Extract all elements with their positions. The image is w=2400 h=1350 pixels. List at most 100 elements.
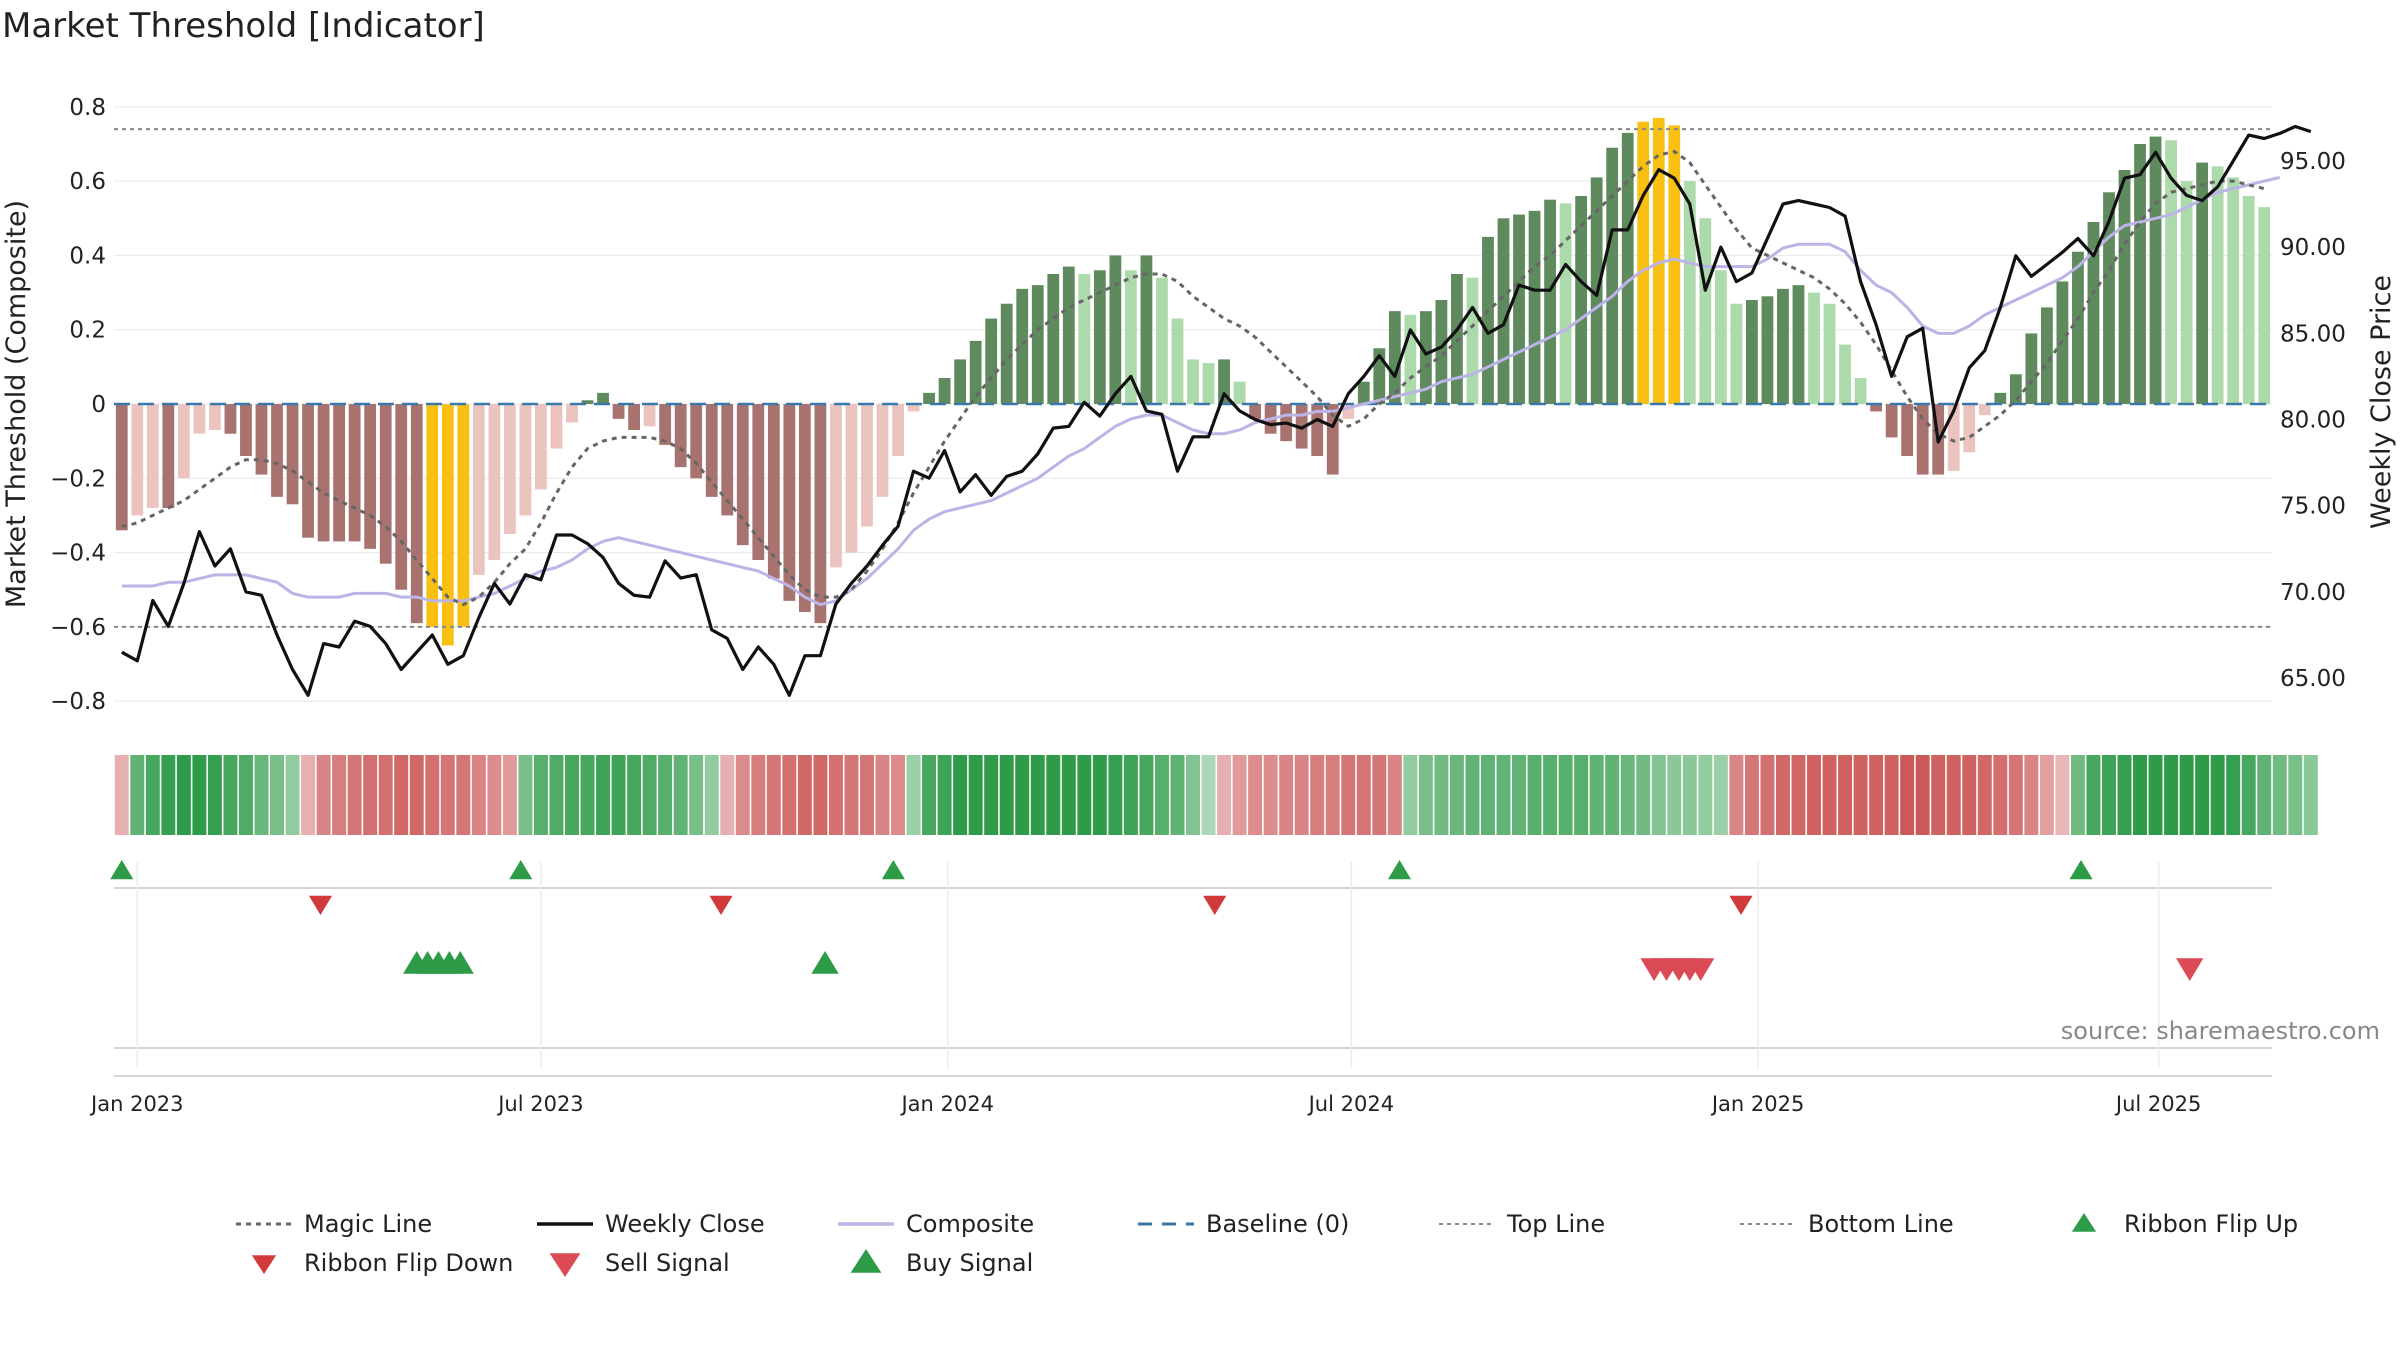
composite-bar bbox=[581, 400, 594, 404]
y2-tick-label: 90.00 bbox=[2280, 235, 2346, 261]
ribbon-cell bbox=[518, 755, 533, 835]
ribbon-cell bbox=[2195, 755, 2210, 835]
ribbon-cell bbox=[875, 755, 890, 835]
y-tick-label: 0.2 bbox=[69, 318, 106, 344]
ribbon-cell bbox=[1310, 755, 1325, 835]
ribbon-flip-up-marker bbox=[1387, 860, 1412, 880]
ribbon-cell bbox=[704, 755, 719, 835]
x-tick-label: Jan 2025 bbox=[1710, 1092, 1805, 1116]
ribbon-cell bbox=[984, 755, 999, 835]
ribbon-cell bbox=[1791, 755, 1806, 835]
ribbon-cell bbox=[1139, 755, 1154, 835]
ribbon-cell bbox=[2133, 755, 2148, 835]
composite-bar bbox=[1171, 318, 1184, 404]
composite-bar bbox=[659, 404, 672, 445]
ribbon-cell bbox=[378, 755, 393, 835]
ribbon-cell bbox=[1325, 755, 1340, 835]
ribbon-cell bbox=[735, 755, 750, 835]
ribbon-cell bbox=[782, 755, 797, 835]
sell-signal-marker bbox=[1687, 958, 1715, 981]
y-tick-label: 0.4 bbox=[69, 243, 106, 269]
ribbon-cell bbox=[859, 755, 874, 835]
legend-label: Sell Signal bbox=[605, 1249, 730, 1277]
composite-bar bbox=[317, 404, 330, 542]
y-tick-label: −0.6 bbox=[50, 615, 106, 641]
composite-bar bbox=[333, 404, 346, 542]
composite-bar bbox=[348, 404, 361, 542]
ribbon-cell bbox=[565, 755, 579, 835]
composite-bar bbox=[2040, 307, 2053, 404]
ribbon-cell bbox=[2086, 755, 2101, 835]
composite-bar bbox=[2103, 192, 2115, 404]
composite-bar bbox=[224, 404, 237, 434]
ribbon-cell bbox=[2164, 755, 2179, 835]
ribbon-flip-down-marker bbox=[1729, 895, 1753, 915]
ribbon-cell bbox=[797, 755, 812, 835]
composite-bar bbox=[767, 404, 780, 579]
composite-bar bbox=[1683, 181, 1696, 404]
ribbon-cell bbox=[2226, 755, 2241, 835]
composite-bar bbox=[2180, 181, 2193, 404]
composite-bar bbox=[1233, 381, 1246, 404]
ribbon-cell bbox=[611, 755, 626, 835]
ribbon-cell bbox=[1589, 755, 1604, 835]
ribbon-cell bbox=[766, 755, 781, 835]
ribbon-flip-down-marker bbox=[308, 895, 333, 915]
ribbon-cell bbox=[549, 755, 564, 835]
ribbon-cell bbox=[1496, 755, 1511, 835]
ribbon-cell bbox=[176, 755, 191, 835]
x-tick-label: Jul 2025 bbox=[2114, 1092, 2201, 1116]
ribbon-cell bbox=[1480, 755, 1495, 835]
ribbon-cell bbox=[1744, 755, 1759, 835]
ribbon-cell bbox=[580, 755, 595, 835]
composite-bar bbox=[954, 359, 967, 404]
composite-bar bbox=[845, 404, 858, 553]
ribbon-cell bbox=[673, 755, 688, 835]
buy-signal-marker bbox=[811, 951, 839, 974]
composite-bar bbox=[1419, 311, 1432, 404]
legend-item: Top Line bbox=[1439, 1210, 1605, 1238]
ribbon-cell bbox=[1356, 755, 1371, 835]
composite-bar bbox=[1093, 270, 1106, 404]
ribbon-cell bbox=[1046, 755, 1061, 835]
ribbon-cell bbox=[1543, 755, 1558, 835]
composite-bar bbox=[783, 404, 796, 601]
ribbon-cell bbox=[1993, 755, 2008, 835]
up-marker-swatch bbox=[2071, 1213, 2097, 1232]
ribbon-cell bbox=[2024, 755, 2039, 835]
ribbon-cell bbox=[1605, 755, 1620, 835]
composite-bar bbox=[2134, 144, 2146, 404]
x-tick-label: Jan 2023 bbox=[89, 1092, 184, 1116]
composite-bar bbox=[876, 404, 889, 497]
ribbon-cell bbox=[2241, 755, 2256, 835]
ribbon-cell bbox=[1108, 755, 1123, 835]
y2-tick-label: 95.00 bbox=[2280, 149, 2346, 175]
ribbon-cell bbox=[1620, 755, 1635, 835]
ribbon-cell bbox=[999, 755, 1014, 835]
composite-bar bbox=[379, 404, 392, 564]
y2-tick-label: 70.00 bbox=[2280, 580, 2346, 606]
ribbon-cell bbox=[1372, 755, 1387, 835]
ribbon-cell bbox=[192, 755, 207, 835]
ribbon-cell bbox=[1170, 755, 1185, 835]
ribbon-cell bbox=[130, 755, 145, 835]
composite-bar bbox=[674, 404, 687, 468]
composite-bar bbox=[193, 404, 206, 434]
ribbon-cell bbox=[627, 755, 642, 835]
legend-item: Baseline (0) bbox=[1138, 1210, 1349, 1238]
composite-bar bbox=[519, 404, 532, 516]
composite-bar bbox=[1746, 300, 1758, 404]
composite-bar bbox=[457, 404, 470, 627]
composite-bar bbox=[1854, 378, 1867, 404]
composite-bar bbox=[2196, 162, 2209, 404]
y-tick-label: 0.8 bbox=[69, 95, 106, 121]
ribbon-cell bbox=[1465, 755, 1480, 835]
ribbon-cell bbox=[1760, 755, 1775, 835]
composite-bar bbox=[1761, 296, 1774, 404]
composite-bar bbox=[535, 404, 547, 490]
composite-bar bbox=[814, 404, 827, 624]
ribbon-cell bbox=[223, 755, 238, 835]
ribbon-flip-down-marker bbox=[1203, 895, 1227, 915]
composite-bar bbox=[1109, 255, 1122, 404]
ribbon-cell bbox=[425, 755, 440, 835]
